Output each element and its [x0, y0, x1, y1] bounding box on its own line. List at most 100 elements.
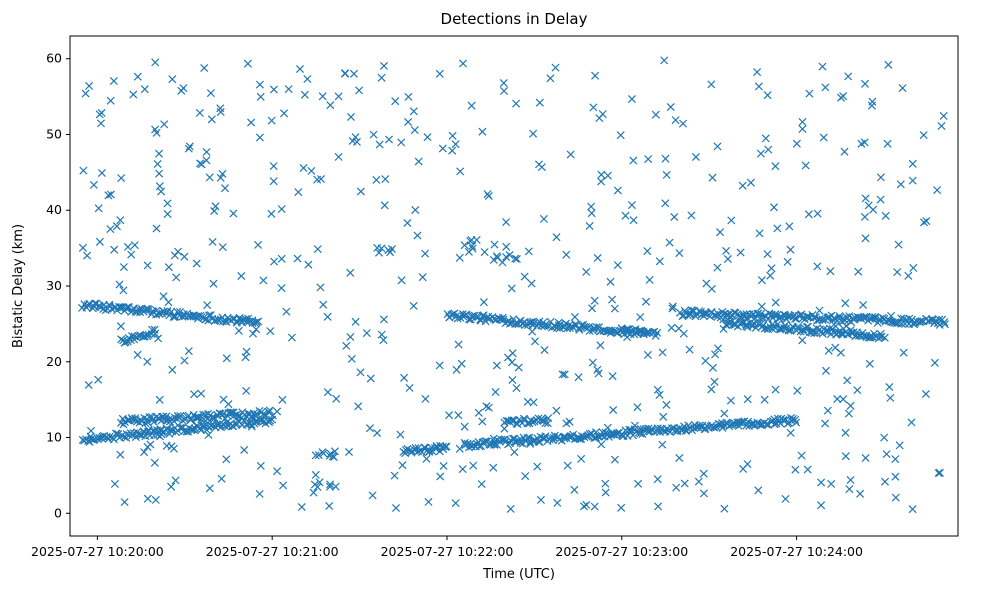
- data-point: [375, 140, 384, 149]
- data-point: [400, 373, 409, 382]
- data-point: [83, 251, 92, 260]
- data-point: [528, 418, 537, 427]
- data-point: [439, 461, 448, 471]
- data-point: [553, 498, 562, 507]
- data-point: [590, 502, 599, 511]
- data-point: [460, 241, 469, 250]
- data-point: [817, 478, 826, 487]
- data-point: [390, 471, 399, 480]
- data-point: [417, 448, 427, 457]
- data-point: [133, 72, 142, 81]
- data-point: [411, 443, 420, 453]
- data-point: [675, 249, 684, 258]
- data-point: [502, 218, 511, 227]
- data-point: [720, 409, 729, 418]
- data-point: [771, 385, 780, 394]
- data-point: [627, 201, 636, 210]
- data-point: [334, 92, 343, 101]
- data-point: [757, 302, 766, 311]
- data-point: [384, 135, 394, 144]
- data-point: [88, 304, 97, 313]
- data-point: [252, 318, 261, 327]
- data-point: [737, 318, 746, 327]
- data-point: [713, 142, 722, 151]
- data-point: [180, 252, 189, 261]
- x-axis: 2025-07-27 10:20:00 2025-07-27 10:21:00 20…: [31, 536, 863, 559]
- data-point: [773, 224, 782, 233]
- data-point: [935, 468, 944, 477]
- data-point: [813, 262, 822, 271]
- data-point: [588, 304, 597, 313]
- data-point: [106, 225, 115, 234]
- data-point: [325, 501, 334, 511]
- data-point: [240, 445, 249, 455]
- data-point: [736, 248, 745, 257]
- data-point: [203, 301, 212, 310]
- data-point: [630, 421, 639, 430]
- data-point: [643, 427, 653, 436]
- data-point: [184, 144, 193, 153]
- data-point: [544, 414, 553, 423]
- data-point: [523, 397, 532, 406]
- data-point: [216, 104, 225, 113]
- y-tick-label: 10: [46, 430, 62, 445]
- data-point: [166, 426, 175, 435]
- data-point: [349, 69, 359, 78]
- data-point: [786, 245, 795, 254]
- data-point: [155, 169, 164, 178]
- data-point: [270, 257, 279, 266]
- data-point: [713, 263, 722, 272]
- data-point: [157, 430, 166, 439]
- data-point: [633, 403, 642, 412]
- data-point: [886, 393, 895, 402]
- data-point: [570, 312, 579, 322]
- data-point: [97, 168, 106, 178]
- data-point: [555, 435, 564, 444]
- data-point: [610, 455, 619, 464]
- data-point: [585, 326, 594, 335]
- data-point: [448, 131, 457, 140]
- data-point: [908, 159, 917, 168]
- data-point: [641, 297, 651, 306]
- data-point: [478, 127, 487, 136]
- data-point: [606, 277, 615, 286]
- data-point: [627, 94, 636, 104]
- data-point: [374, 248, 384, 257]
- data-point: [436, 472, 445, 481]
- data-point: [919, 131, 928, 140]
- data-point: [780, 323, 789, 333]
- data-point: [539, 214, 548, 223]
- data-point: [304, 260, 313, 269]
- data-point: [187, 425, 197, 434]
- data-point: [278, 395, 287, 404]
- y-tick-label: 30: [46, 278, 62, 293]
- x-tick-label: 2025-07-27 10:21:00: [206, 544, 339, 559]
- data-point: [597, 170, 606, 179]
- data-points: [77, 56, 949, 514]
- data-point: [309, 488, 318, 497]
- data-point: [438, 144, 447, 153]
- data-point: [256, 92, 265, 101]
- data-point: [574, 373, 583, 382]
- data-point: [273, 407, 282, 416]
- data-point: [506, 504, 515, 513]
- data-point: [514, 363, 523, 372]
- data-point: [397, 276, 406, 285]
- data-point: [804, 210, 813, 219]
- data-point: [372, 175, 381, 184]
- data-point: [442, 442, 451, 451]
- data-point: [452, 312, 461, 321]
- data-point: [511, 319, 520, 328]
- data-point: [346, 112, 356, 122]
- data-point: [123, 242, 132, 251]
- data-point: [421, 249, 430, 258]
- data-point: [218, 243, 227, 252]
- data-point: [365, 424, 375, 433]
- data-point: [195, 108, 204, 117]
- data-point: [411, 205, 420, 215]
- data-point: [500, 424, 509, 433]
- data-point: [707, 385, 716, 394]
- data-point: [326, 480, 335, 489]
- data-point: [603, 171, 612, 180]
